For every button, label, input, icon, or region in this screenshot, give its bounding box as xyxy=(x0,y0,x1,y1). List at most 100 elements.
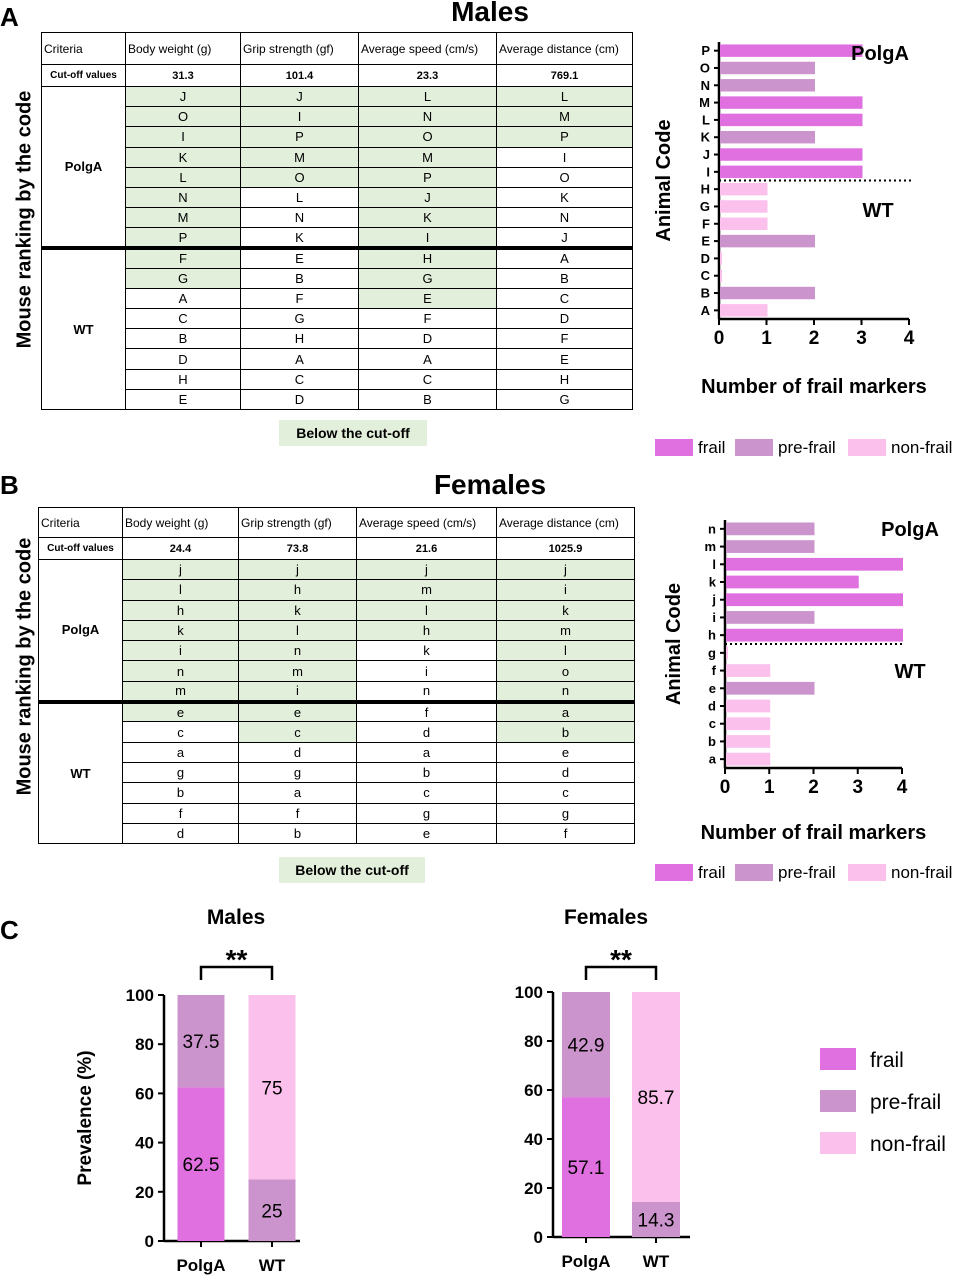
table-cell: b xyxy=(238,822,357,845)
legend-label: pre-frail xyxy=(778,438,836,457)
table-cell: I xyxy=(125,126,241,148)
table-cell: O xyxy=(496,166,633,188)
x-tick-label: 0 xyxy=(714,328,725,349)
table-cell: M xyxy=(358,146,497,168)
legend-label: frail xyxy=(698,438,725,457)
table-cell: g xyxy=(356,802,497,824)
table-cell: a xyxy=(496,699,635,723)
x-tick-label: 2 xyxy=(808,777,819,798)
table-cell: E xyxy=(496,348,633,370)
y-tick-label: F xyxy=(702,216,710,231)
bar-D xyxy=(720,252,722,265)
table-cell: a xyxy=(122,741,239,763)
y-tick-label: 100 xyxy=(515,983,543,1002)
table-cell: i xyxy=(122,640,239,662)
y-tick-label: 20 xyxy=(135,1183,154,1202)
bar-b xyxy=(726,735,771,748)
table-cell: k xyxy=(238,599,357,621)
table-cell: B xyxy=(358,388,497,411)
group-label-polga: PolgA xyxy=(851,43,909,65)
legend-label: frail xyxy=(698,863,725,882)
prevalence-legend: frail pre-frail non-frail xyxy=(820,1048,946,1156)
table-cell: a xyxy=(356,741,497,763)
data-label: 62.5 xyxy=(183,1155,220,1176)
table-cell: E xyxy=(358,287,497,310)
data-label: 37.5 xyxy=(183,1032,220,1053)
table-cell: K xyxy=(125,146,241,168)
females-table-title: Females xyxy=(433,469,547,500)
legend-label: pre-frail xyxy=(778,863,836,882)
data-label: 57.1 xyxy=(568,1158,605,1179)
table-cell: L xyxy=(358,85,497,108)
pre-frail-legend-swatch xyxy=(735,439,773,456)
column-header: Average distance (cm) xyxy=(496,32,633,65)
table-cell: l xyxy=(122,579,239,601)
table-cell: f xyxy=(122,802,239,824)
bar-f xyxy=(726,664,771,677)
table-cell: k xyxy=(122,619,239,642)
table-row: PolgA j j j j xyxy=(38,558,635,703)
y-tick-label: I xyxy=(706,164,710,179)
y-tick-label: i xyxy=(712,610,716,625)
y-tick-label: 100 xyxy=(126,986,154,1005)
table-cell: G xyxy=(240,308,359,330)
bar-WT-pre-frail xyxy=(248,1179,296,1241)
y-axis-title: Prevalence (%) xyxy=(75,1050,96,1185)
table-cell: A xyxy=(125,287,241,310)
table-cell: N xyxy=(240,207,359,229)
panel-letter-c: C xyxy=(0,915,19,945)
table-cell: n xyxy=(122,660,239,682)
table-cell: E xyxy=(240,245,359,269)
cutoff-value: 73.8 xyxy=(238,537,357,560)
y-tick-label: c xyxy=(709,716,716,731)
data-label: 85.7 xyxy=(638,1088,675,1109)
table-cell: B xyxy=(240,267,359,289)
cutoff-value: 101.4 xyxy=(240,64,359,87)
males-table-title: Males xyxy=(451,0,529,27)
y-tick-label: 80 xyxy=(135,1035,154,1054)
chart-title: Females xyxy=(564,906,648,929)
table-cell: P xyxy=(496,126,633,148)
column-header: Average speed (cm/s) xyxy=(356,507,497,538)
pre-frail-legend-swatch xyxy=(820,1090,856,1112)
x-tick-label: 3 xyxy=(852,777,863,798)
y-tick-label: k xyxy=(709,575,717,590)
table-cell: c xyxy=(238,721,357,743)
table-cell: P xyxy=(125,227,241,249)
bar-n xyxy=(726,522,815,536)
table-cell: J xyxy=(240,85,359,108)
table-cell: M xyxy=(240,146,359,168)
y-axis-title: Animal Code xyxy=(653,119,675,241)
bar-g xyxy=(726,646,728,660)
table-cell: K xyxy=(496,186,633,209)
significance-bracket xyxy=(199,965,274,980)
pre-frail-legend-swatch xyxy=(735,864,773,881)
table-cell: m xyxy=(496,619,635,642)
cutoff-value: 21.6 xyxy=(356,537,497,560)
panel-letter-b: B xyxy=(0,470,19,500)
males-below-cutoff-legend: Below the cut-off xyxy=(279,420,427,446)
table-cell: O xyxy=(358,126,497,148)
y-tick-label: g xyxy=(708,645,716,660)
y-tick-label: 20 xyxy=(524,1179,543,1198)
bar-h xyxy=(726,628,903,642)
data-label: 14.3 xyxy=(638,1210,675,1231)
table-cell: i xyxy=(238,680,357,703)
table-cell: H xyxy=(125,368,241,390)
bar-L xyxy=(720,113,863,127)
significance-bracket xyxy=(584,965,658,980)
table-cell: B xyxy=(125,328,241,350)
males-ranking-table: Criteria Body weight (g) Grip strength (gf… xyxy=(41,32,633,411)
table-cell: f xyxy=(496,822,635,845)
table-cell: C xyxy=(240,368,359,390)
table-cell: g xyxy=(496,802,635,824)
